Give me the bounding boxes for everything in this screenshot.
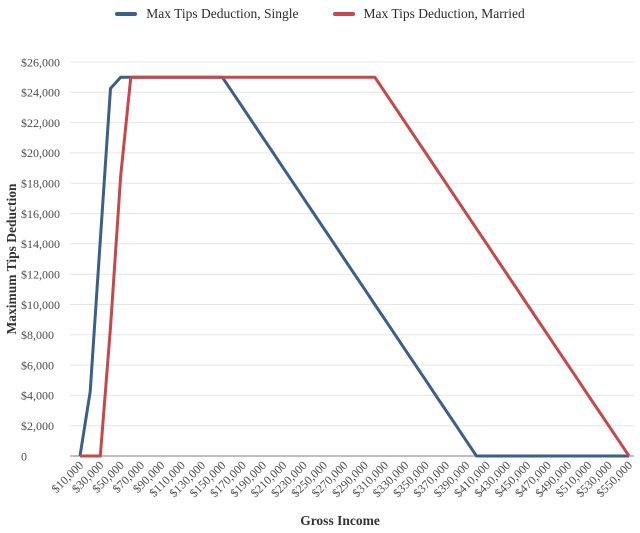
y-tick-label: $2,000 <box>21 419 54 433</box>
y-tick-label: $6,000 <box>21 358 54 372</box>
gridlines <box>70 61 634 427</box>
y-axis-tick-labels: $26,000 $24,000 $22,000 $20,000 $18,000 $16,0… <box>21 55 60 463</box>
legend: Max Tips Deduction, Single Max Tips Dedu… <box>0 6 640 22</box>
y-tick-label: 0 <box>21 449 27 463</box>
legend-swatch-married <box>332 12 355 16</box>
x-axis-title: Gross Income <box>300 513 380 528</box>
y-tick-label: $16,000 <box>21 207 60 221</box>
legend-item-married: Max Tips Deduction, Married <box>332 6 525 22</box>
y-tick-label: $14,000 <box>21 237 60 251</box>
legend-label-single: Max Tips Deduction, Single <box>146 6 299 21</box>
series-line-single <box>78 75 629 458</box>
legend-label-married: Max Tips Deduction, Married <box>363 6 525 21</box>
legend-swatch-single <box>115 12 138 16</box>
y-tick-label: $24,000 <box>21 86 60 100</box>
y-tick-label: $8,000 <box>21 328 54 342</box>
y-tick-label: $12,000 <box>21 268 60 282</box>
y-tick-label: $18,000 <box>21 177 60 191</box>
x-axis-tick-labels: $10,000$30,000$50,000$70,000$90,000$110,… <box>49 458 635 500</box>
y-tick-label: $26,000 <box>21 55 60 69</box>
y-tick-label: $22,000 <box>21 116 60 130</box>
y-tick-label: $4,000 <box>21 389 54 403</box>
legend-item-single: Max Tips Deduction, Single <box>115 6 299 22</box>
series-line-married <box>80 75 631 458</box>
y-axis-title: Maximum Tips Deduction <box>4 183 19 335</box>
y-tick-label: $20,000 <box>21 146 60 160</box>
y-tick-label: $10,000 <box>21 298 60 312</box>
